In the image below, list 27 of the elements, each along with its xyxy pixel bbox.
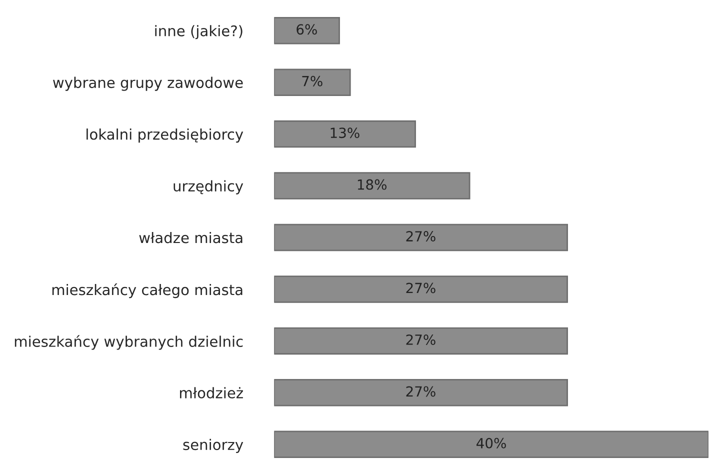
y-tick-label: mieszkańcy całego miasta <box>52 283 242 298</box>
y-tick-label: wybrane grupy zawodowe <box>53 76 243 91</box>
y-tick-label: inne (jakie?) <box>155 25 242 40</box>
data-label: 40% <box>476 438 506 448</box>
data-label: 27% <box>406 231 436 242</box>
bar <box>274 224 568 252</box>
y-tick-label: mieszkańcy wybranych dzielnic <box>14 335 243 350</box>
data-label: 13% <box>330 128 360 138</box>
bar <box>274 430 708 458</box>
data-label: 18% <box>358 179 387 190</box>
y-tick-label: lokalni przedsiębiorcy <box>86 128 244 143</box>
bar <box>274 172 470 200</box>
bar <box>274 68 351 96</box>
data-label: 6% <box>296 24 317 35</box>
bar <box>274 379 568 406</box>
y-tick-label: seniorzy <box>183 438 244 453</box>
bar <box>274 120 416 148</box>
y-tick-label: młodzież <box>180 387 243 398</box>
bar <box>274 327 568 355</box>
data-label: 7% <box>302 76 322 86</box>
bar <box>274 16 340 44</box>
y-tick-label: władze miasta <box>139 232 242 244</box>
data-label: 27% <box>406 282 436 294</box>
data-label: 27% <box>406 386 436 397</box>
bar <box>274 276 568 303</box>
data-label: 27% <box>406 334 436 345</box>
y-tick-label: urzędnicy <box>174 180 244 194</box>
